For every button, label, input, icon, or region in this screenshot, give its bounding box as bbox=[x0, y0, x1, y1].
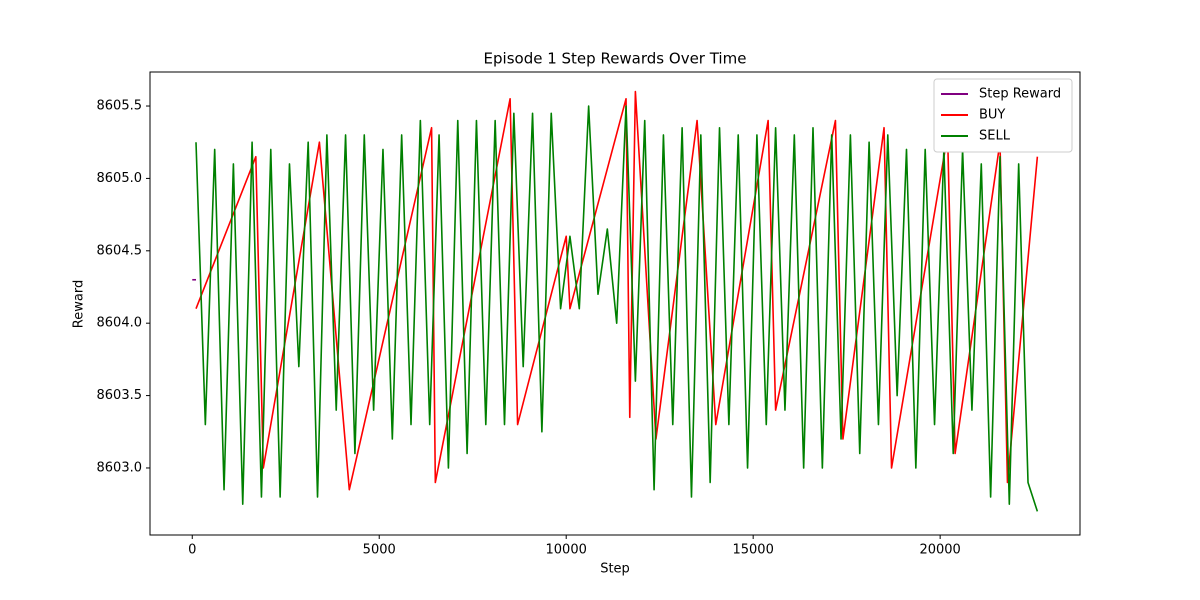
legend-label: BUY bbox=[979, 108, 1005, 123]
x-tick-label: 0 bbox=[188, 543, 196, 558]
x-axis-label: Step bbox=[600, 562, 630, 577]
y-tick-label: 8603.0 bbox=[97, 460, 143, 475]
chart-title: Episode 1 Step Rewards Over Time bbox=[484, 50, 747, 68]
y-tick-label: 8605.0 bbox=[97, 171, 143, 186]
series-line bbox=[195, 90, 1039, 491]
y-tick-label: 8605.5 bbox=[97, 99, 143, 114]
x-tick-label: 15000 bbox=[732, 543, 773, 558]
x-tick-label: 20000 bbox=[919, 543, 960, 558]
x-tick-label: 5000 bbox=[363, 543, 396, 558]
plot-frame bbox=[149, 71, 1081, 536]
y-axis-label: Reward bbox=[72, 280, 87, 328]
series-line bbox=[195, 105, 1039, 512]
legend-label: SELL bbox=[979, 129, 1011, 144]
y-tick-label: 8604.5 bbox=[97, 243, 143, 258]
x-tick-label: 10000 bbox=[546, 543, 587, 558]
y-tick-label: 8603.5 bbox=[97, 388, 143, 403]
y-tick-label: 8604.0 bbox=[97, 316, 143, 331]
legend-box bbox=[933, 78, 1073, 153]
legend-label: Step Reward bbox=[979, 87, 1061, 102]
